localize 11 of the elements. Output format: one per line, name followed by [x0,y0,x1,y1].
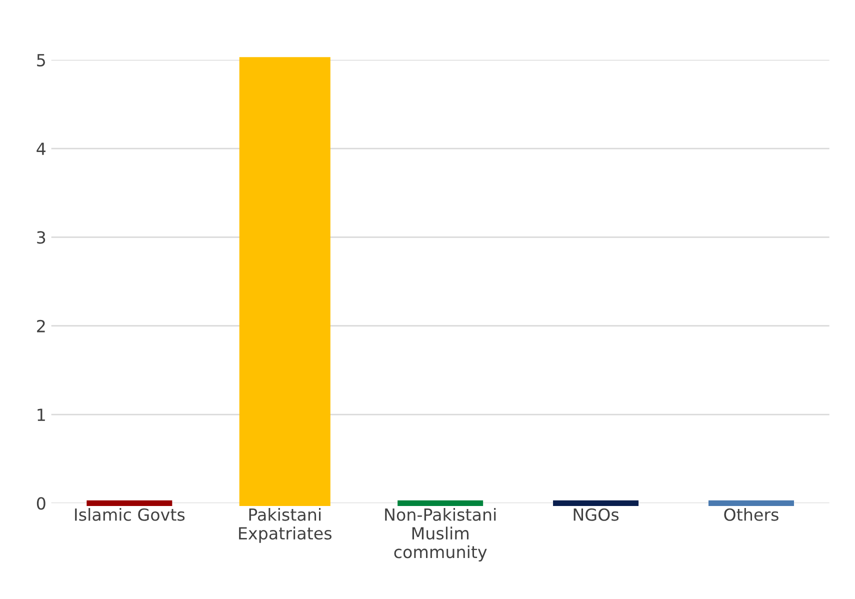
y-tick-label: 0 [36,497,46,510]
y-tick-label: 5 [37,54,45,66]
x-tick-label: Others [724,508,778,521]
x-tick-label: Non-Pakistani Muslim community [385,508,496,562]
y-tick-label: 1 [38,408,45,421]
x-tick-label: Islamic Govts [75,508,185,521]
x-tick-label: NGOs [574,508,619,521]
y-tick-label: 2 [37,320,45,332]
y-tick-label: 3 [37,231,46,244]
y-tick-label: 4 [36,142,46,155]
x-tick-label: Pakistani Expatriates [239,508,332,543]
